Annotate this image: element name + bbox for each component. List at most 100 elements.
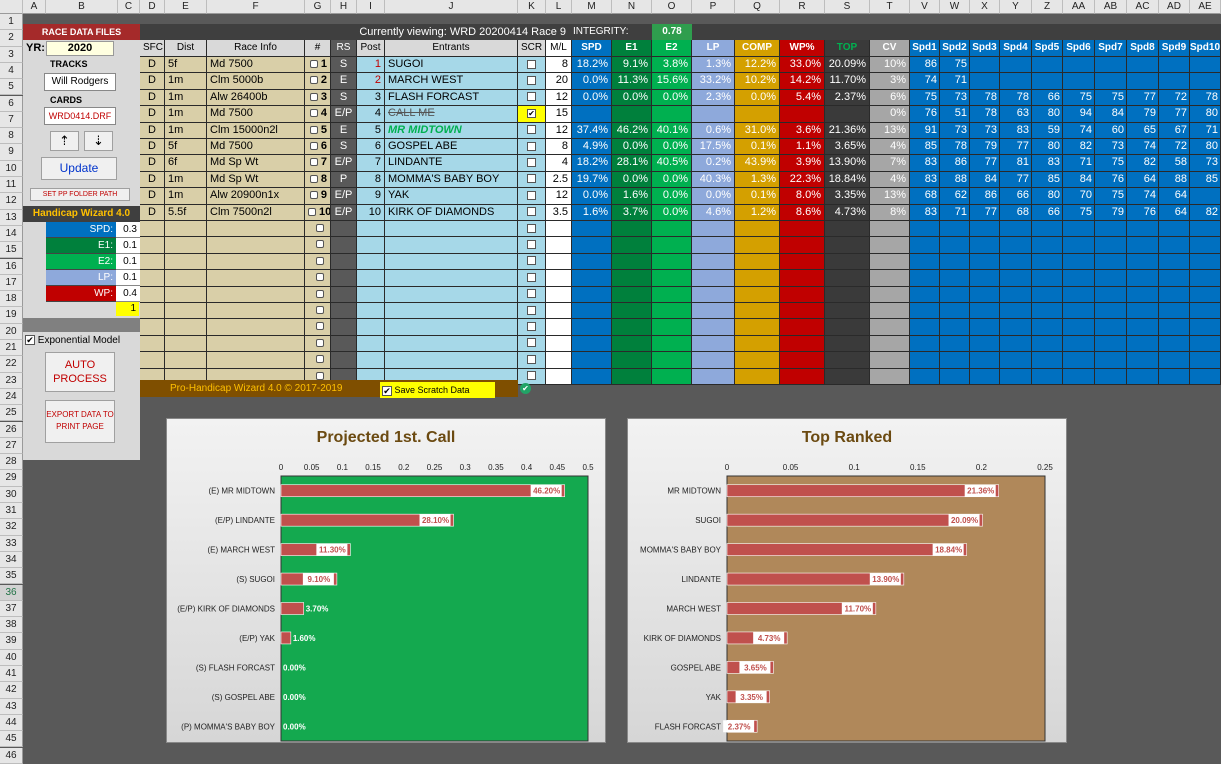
row-header-29[interactable]: 29 (0, 470, 23, 487)
scr-cell-6[interactable] (518, 155, 546, 172)
scratch-checkbox[interactable] (527, 354, 536, 364)
scr-cell-0[interactable] (518, 57, 546, 74)
row-header-19[interactable]: 19 (0, 307, 23, 324)
row-header-13[interactable]: 13 (0, 209, 23, 226)
radio-icon[interactable] (309, 60, 318, 69)
column-header-D[interactable]: D (140, 0, 165, 14)
scratch-checkbox[interactable] (527, 190, 536, 200)
scr-cell-17[interactable] (518, 335, 546, 353)
entry-name[interactable] (385, 319, 518, 336)
row-header-25[interactable]: 25 (0, 405, 23, 422)
row-header-12[interactable]: 12 (0, 193, 23, 210)
row-header-16[interactable]: 16 (0, 258, 23, 275)
scratch-checkbox[interactable] (527, 338, 536, 348)
scratch-checkbox[interactable] (527, 75, 536, 85)
radio-icon[interactable] (309, 92, 318, 101)
scr-cell-10[interactable] (518, 221, 546, 238)
move-up-button[interactable]: ⇡ (50, 131, 79, 151)
row-header-7[interactable]: 7 (0, 111, 23, 129)
row-header-10[interactable]: 10 (0, 160, 23, 177)
scratch-checkbox[interactable] (527, 223, 536, 233)
scr-cell-16[interactable] (518, 319, 546, 336)
scratch-checkbox[interactable] (527, 92, 536, 102)
column-header-S[interactable]: S (825, 0, 870, 14)
column-header-W[interactable]: W (940, 0, 970, 14)
row-header-41[interactable]: 41 (0, 666, 23, 683)
update-button[interactable]: Update (41, 157, 117, 180)
scr-cell-9[interactable] (518, 204, 546, 221)
scr-cell-15[interactable] (518, 303, 546, 320)
save-scratch-toggle[interactable]: ✔ Save Scratch Data (380, 382, 495, 398)
scratch-checkbox[interactable]: ✔ (527, 108, 536, 118)
radio-icon[interactable] (316, 338, 324, 347)
move-down-button[interactable]: ⇣ (84, 131, 113, 151)
row-header-8[interactable]: 8 (0, 128, 23, 145)
entry-name[interactable] (385, 221, 518, 238)
row-header-17[interactable]: 17 (0, 274, 23, 292)
row-header-42[interactable]: 42 (0, 682, 23, 699)
weight-value-2[interactable]: 0.1 (116, 254, 140, 270)
column-header-J[interactable]: J (385, 0, 518, 14)
column-header-M[interactable]: M (572, 0, 612, 14)
scr-cell-1[interactable] (518, 73, 546, 90)
entry-name[interactable]: FLASH FORCAST (385, 89, 518, 107)
column-header-AB[interactable]: AB (1095, 0, 1127, 14)
export-data-button[interactable]: EXPORT DATA TO PRINT PAGE (45, 400, 115, 443)
exponential-checkbox[interactable]: ✔ (25, 335, 35, 346)
weight-value-4[interactable]: 0.4 (116, 286, 140, 302)
radio-icon[interactable] (316, 322, 324, 331)
entry-name[interactable]: KIRK OF DIAMONDS (385, 204, 518, 221)
entry-name[interactable] (385, 253, 518, 271)
row-header-40[interactable]: 40 (0, 649, 23, 666)
scratch-checkbox[interactable] (527, 59, 536, 69)
row-header-2[interactable]: 2 (0, 30, 23, 47)
select-all-corner[interactable] (0, 0, 23, 14)
yr-value[interactable]: 2020 (46, 41, 114, 56)
scr-cell-7[interactable] (518, 171, 546, 189)
column-header-H[interactable]: H (331, 0, 357, 14)
scr-cell-3[interactable]: ✔ (518, 106, 546, 123)
column-header-N[interactable]: N (612, 0, 652, 14)
row-header-37[interactable]: 37 (0, 600, 23, 618)
scratch-checkbox[interactable] (527, 239, 536, 249)
row-header-5[interactable]: 5 (0, 79, 23, 96)
radio-icon[interactable] (309, 109, 318, 118)
entry-name[interactable]: LINDANTE (385, 155, 518, 172)
column-header-B[interactable]: B (46, 0, 118, 14)
row-header-21[interactable]: 21 (0, 340, 23, 357)
set-pp-folder-button[interactable]: SET PP FOLDER PATH (30, 188, 130, 201)
entry-name[interactable] (385, 303, 518, 320)
row-header-43[interactable]: 43 (0, 698, 23, 715)
row-header-24[interactable]: 24 (0, 388, 23, 406)
column-header-AA[interactable]: AA (1063, 0, 1095, 14)
radio-icon[interactable] (309, 174, 318, 183)
column-header-R[interactable]: R (780, 0, 825, 14)
scratch-checkbox[interactable] (527, 305, 536, 315)
column-header-A[interactable]: A (23, 0, 46, 14)
entry-name[interactable]: CALL ME (385, 106, 518, 123)
row-header-35[interactable]: 35 (0, 568, 23, 585)
row-header-39[interactable]: 39 (0, 633, 23, 650)
radio-icon[interactable] (316, 273, 324, 282)
row-header-1[interactable]: 1 (0, 14, 23, 31)
card-dropdown[interactable]: WRD0414.DRF (44, 107, 116, 125)
scr-cell-12[interactable] (518, 253, 546, 271)
row-header-18[interactable]: 18 (0, 291, 23, 308)
column-header-V[interactable]: V (910, 0, 940, 14)
row-header-15[interactable]: 15 (0, 242, 23, 259)
radio-icon[interactable] (309, 76, 318, 85)
scratch-checkbox[interactable] (527, 272, 536, 282)
column-header-AE[interactable]: AE (1190, 0, 1221, 14)
weight-value-0[interactable]: 0.3 (116, 222, 140, 238)
entry-name[interactable] (385, 286, 518, 303)
column-header-O[interactable]: O (652, 0, 692, 14)
radio-icon[interactable] (316, 224, 324, 233)
radio-icon[interactable] (316, 306, 324, 315)
radio-icon[interactable] (309, 191, 318, 200)
row-header-4[interactable]: 4 (0, 62, 23, 80)
scr-cell-19[interactable] (518, 368, 546, 385)
row-header-28[interactable]: 28 (0, 454, 23, 471)
row-header-30[interactable]: 30 (0, 486, 23, 503)
column-header-AC[interactable]: AC (1127, 0, 1159, 14)
save-scratch-checkbox[interactable]: ✔ (382, 385, 392, 396)
